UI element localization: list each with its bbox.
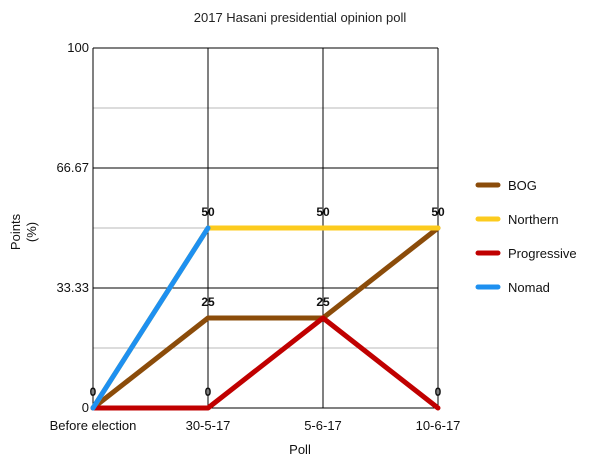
y-axis-label: Points (%): [8, 213, 39, 250]
data-label: 0: [205, 385, 212, 399]
legend-label-nomad: Nomad: [508, 280, 550, 295]
legend-label-bog: BOG: [508, 178, 537, 193]
y-tick-label: 33.33: [56, 280, 89, 295]
axis-ticks: 0 33.33 66.67 100 Before election 30-5-17 5-6-…: [50, 40, 461, 433]
series-line-progressive: [90, 315, 441, 411]
legend-label-northern: Northern: [508, 212, 559, 227]
data-label: 25: [201, 295, 215, 309]
x-tick-label: Before election: [50, 418, 137, 433]
series-lines: [90, 225, 441, 411]
x-tick-label: 5-6-17: [304, 418, 342, 433]
series-line-bog: [90, 225, 441, 411]
data-label: 25: [316, 295, 330, 309]
chart-title: 2017 Hasani presidential opinion poll: [194, 10, 407, 25]
data-label: 50: [431, 205, 445, 219]
data-labels: 0 50 25 0 50 25 50 0: [90, 205, 445, 399]
data-label: 50: [316, 205, 330, 219]
y-tick-label: 0: [82, 400, 89, 415]
y-tick-label: 100: [67, 40, 89, 55]
y-axis-label-line2: (%): [24, 222, 39, 242]
x-tick-label: 30-5-17: [186, 418, 231, 433]
series-line-nomad: [90, 225, 211, 411]
legend-label-progressive: Progressive: [508, 246, 577, 261]
y-axis-label-line1: Points: [8, 213, 23, 250]
data-label: 0: [90, 385, 97, 399]
y-tick-label: 66.67: [56, 160, 89, 175]
legend: BOG Northern Progressive Nomad: [475, 178, 577, 295]
x-tick-label: 10-6-17: [416, 418, 461, 433]
data-label: 0: [435, 385, 442, 399]
x-axis-label: Poll: [289, 442, 311, 457]
data-label: 50: [201, 205, 215, 219]
